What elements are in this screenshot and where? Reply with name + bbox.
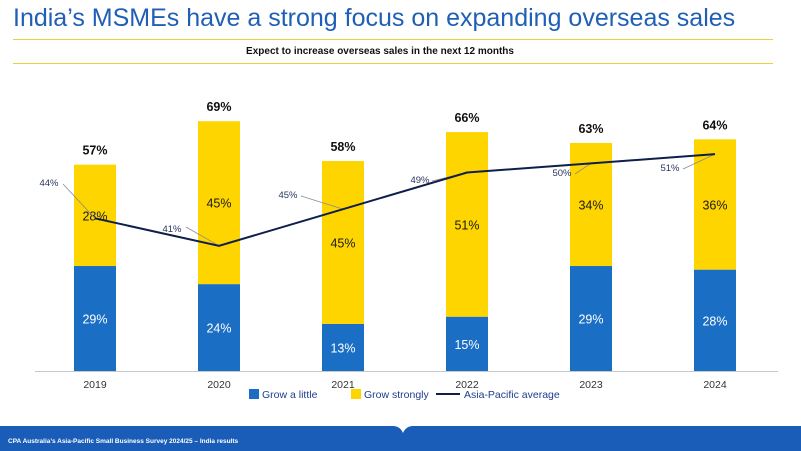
label-average-2022: 49% [410,175,430,186]
leader-average-2024 [682,153,716,170]
series-line-asia-pacific-average [94,153,716,247]
tick-label-2024: 2024 [703,379,727,391]
label-average-2019: 44% [39,178,59,189]
label-grow-a-little-2020: 24% [206,322,231,336]
label-average-2020: 41% [162,224,182,235]
label-total-2024: 64% [702,118,727,132]
legend-swatch-grow-strongly [351,389,361,399]
legend-label-asia-pacific-average: Asia-Pacific average [464,389,560,401]
label-grow-strongly-2022: 51% [454,218,479,232]
label-total-2022: 66% [454,111,479,125]
tick-label-2020: 2020 [207,379,231,391]
label-average-2023: 50% [552,168,572,179]
tick-label-2021: 2021 [331,379,355,391]
bar-grow-a-little-2023 [570,266,612,371]
label-grow-strongly-2021: 45% [330,236,355,250]
label-grow-a-little-2024: 28% [702,314,727,328]
label-grow-a-little-2023: 29% [578,313,603,327]
label-grow-a-little-2021: 13% [330,341,355,355]
leader-average-2019 [62,183,96,219]
leader-average-2023 [574,163,592,175]
leader-average-2020 [185,226,220,247]
bar-grow-strongly-2019 [74,164,116,267]
label-total-2020: 69% [206,100,231,114]
label-grow-strongly-2023: 34% [578,198,603,212]
tick-label-2022: 2022 [455,379,479,391]
page-title: India’s MSMEs have a strong focus on exp… [13,4,736,32]
label-grow-strongly-2024: 36% [702,198,727,212]
footer-source-text: CPA Australia’s Asia-Pacific Small Busin… [8,438,239,445]
label-total-2019: 57% [82,144,107,158]
bar-grow-strongly-2021 [322,161,364,324]
bar-grow-a-little-2024 [694,269,736,371]
label-grow-a-little-2019: 29% [82,313,107,327]
bar-grow-strongly-2022 [446,132,488,317]
label-total-2021: 58% [330,140,355,154]
title-divider-bottom [13,63,773,64]
label-average-2021: 45% [278,190,298,201]
legend-label-grow-a-little: Grow a little [262,389,318,401]
bar-grow-strongly-2020 [198,121,240,285]
chart-title: Expect to increase overseas sales in the… [246,46,514,57]
bar-grow-a-little-2019 [74,266,116,371]
title-divider-top [13,39,773,40]
bar-grow-a-little-2022 [446,316,488,371]
label-average-2024: 51% [660,163,680,174]
legend-label-grow-strongly: Grow strongly [364,389,430,401]
tick-label-2023: 2023 [579,379,603,391]
tick-label-2019: 2019 [83,379,107,391]
label-total-2023: 63% [578,122,603,136]
legend-swatch-grow-a-little [249,389,259,399]
bar-grow-a-little-2020 [198,284,240,371]
label-grow-a-little-2022: 15% [454,338,479,352]
footer-band [0,426,801,451]
label-grow-strongly-2020: 45% [206,197,231,211]
leader-average-2021 [300,195,344,210]
bar-grow-a-little-2021 [322,323,364,371]
stacked-bar-chart: 29% 28% 57% 2019 24% 45% 69% 2020 13% 45% 58% 2021 1… [35,100,778,401]
